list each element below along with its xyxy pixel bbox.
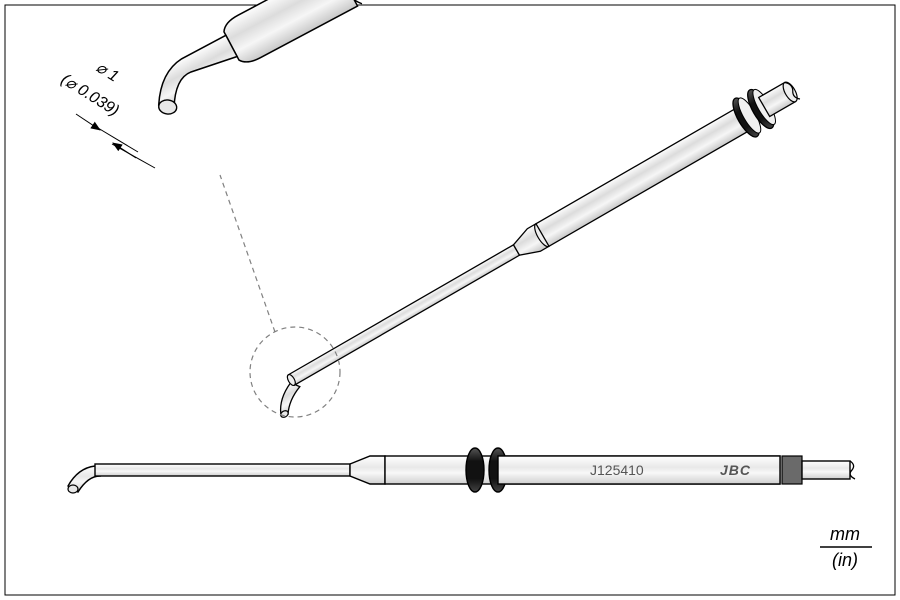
side-view: J125410 JBC (68, 448, 855, 493)
svg-text:⌀ 1: ⌀ 1 (93, 59, 122, 86)
isometric-view (257, 70, 809, 418)
units-mm: mm (830, 524, 860, 544)
detail-view (135, 0, 367, 122)
dimension-callout: ⌀ 1 (⌀ 0.039) (58, 59, 155, 168)
dim-mm: ⌀ 1 (93, 59, 122, 86)
units-in: (in) (832, 550, 858, 570)
side-oring-1 (466, 448, 484, 492)
part-number-label: J125410 (590, 462, 644, 478)
side-end-band (782, 456, 802, 484)
detail-leader (220, 175, 275, 332)
units-legend: mm (in) (820, 524, 872, 570)
brand-label: JBC (720, 462, 751, 478)
